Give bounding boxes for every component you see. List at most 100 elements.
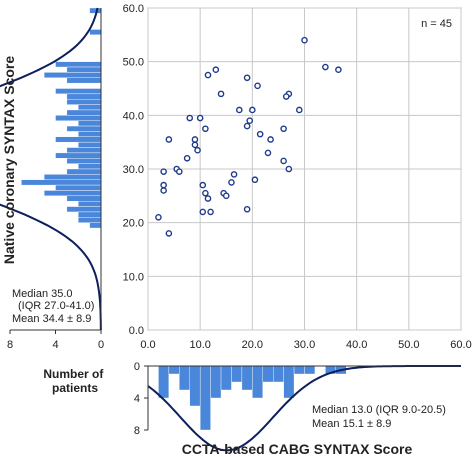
scatter-x-ticks: 0.0 10.0 20.0 30.0 40.0 50.0 60.0: [140, 339, 471, 351]
scatter-x-tick-label: 30.0: [294, 339, 315, 351]
left-histogram-bar: [89, 222, 102, 229]
left-histogram-bar: [89, 7, 102, 14]
bottom-histogram-bar: [189, 365, 201, 407]
left-histogram-tick-label: 4: [52, 339, 58, 351]
scatter-point: [165, 136, 173, 143]
bottom-histogram-bar: [304, 365, 316, 375]
scatter-x-tick-label: 20.0: [242, 339, 263, 351]
scatter-x-tick-label: 10.0: [189, 339, 210, 351]
left-histogram-bar: [89, 29, 102, 36]
bottom-histogram: 0 4 8 Median 13.0 (IQR 9.0-20.5) Mean 15.1…: [134, 361, 461, 452]
left-histogram-bar: [66, 109, 102, 116]
scatter-point: [228, 179, 235, 186]
left-histogram-bar: [78, 141, 102, 148]
left-histogram-bars: [21, 7, 102, 229]
left-histogram-bar: [78, 217, 102, 223]
left-histogram-bar: [78, 104, 102, 111]
bottom-mean-label: Mean 15.1 ± 8.9: [312, 418, 391, 430]
scatter-point: [243, 122, 251, 130]
left-histogram-bar: [55, 115, 102, 121]
scatter-point: [285, 165, 293, 173]
bottom-histogram-tick-label: 4: [134, 393, 140, 405]
left-histogram-bar: [43, 174, 102, 180]
scatter-point: [160, 168, 167, 175]
bottom-median-label: Median 13.0 (IQR 9.0-20.5): [312, 404, 446, 416]
scatter-point: [267, 136, 274, 143]
left-median-label: Median 35.0: [12, 288, 73, 300]
bottom-histogram-tick-label: 8: [134, 425, 140, 437]
scatter-point: [191, 136, 199, 143]
bottom-histogram-y-ticks: 0 4 8: [134, 361, 148, 437]
left-histogram-bar: [66, 93, 102, 100]
bottom-histogram-bar: [273, 365, 284, 383]
left-histogram-bar: [66, 168, 102, 175]
scatter-y-tick-label: 0.0: [129, 325, 144, 337]
count-axis-title: Number of patients: [43, 367, 106, 395]
left-histogram-tick-label: 0: [98, 339, 104, 351]
left-histogram-bar: [21, 179, 102, 186]
scatter-point: [160, 181, 167, 189]
scatter-point: [186, 114, 194, 122]
scatter-point: [204, 71, 212, 79]
left-histogram-bar: [55, 61, 102, 68]
scatter-y-tick-label: 60.0: [123, 3, 144, 15]
left-normal-curve: [0, 7, 102, 331]
scatter-point: [199, 181, 207, 189]
scatter-point: [230, 171, 238, 178]
scatter-point: [282, 93, 290, 100]
scatter-point: [204, 195, 212, 202]
left-histogram-bar: [78, 200, 102, 207]
scatter-point: [246, 117, 254, 124]
bottom-histogram-bar: [252, 365, 263, 399]
count-axis-title-line-2: patients: [52, 381, 98, 395]
scatter-y-ticks: 0.0 10.0 20.0 30.0 40.0 50.0 60.0: [123, 3, 144, 337]
left-histogram-tick-label: 8: [7, 339, 13, 351]
bottom-histogram-bar: [179, 365, 190, 391]
scatter-point: [222, 192, 230, 200]
left-histogram-bar: [66, 147, 102, 154]
left-histogram-bar: [55, 136, 102, 143]
left-mean-label: Mean 34.4 ± 8.9: [12, 313, 91, 325]
left-histogram-bar: [78, 131, 102, 138]
scatter-point: [243, 74, 251, 82]
left-histogram-bar: [66, 195, 102, 202]
scatter-y-tick-label: 10.0: [123, 271, 144, 283]
left-histogram-bar: [78, 163, 102, 170]
bottom-histogram-bar: [199, 365, 211, 431]
scatter-point: [235, 106, 243, 114]
scatter-point: [175, 168, 183, 175]
bottom-histogram-bar: [262, 365, 274, 383]
y-axis-title: Native coronary SYNTAX Score: [1, 56, 17, 264]
scatter-point: [212, 66, 220, 74]
bottom-histogram-bar: [220, 365, 232, 391]
scatter-point: [335, 66, 342, 74]
scatter-point: [202, 189, 209, 197]
bottom-histogram-bar: [293, 365, 305, 375]
sample-size-label: n = 45: [421, 18, 452, 30]
scatter-x-tick-label: 60.0: [450, 339, 471, 351]
scatter-point: [160, 187, 167, 194]
scatter-point: [196, 114, 204, 122]
scatter-point: [322, 63, 329, 71]
bottom-histogram-tick-label: 0: [134, 361, 140, 373]
left-histogram-bar: [55, 184, 102, 191]
left-histogram-bar: [43, 190, 102, 197]
scatter-point: [251, 176, 259, 184]
scatter-y-tick-label: 50.0: [123, 57, 144, 69]
scatter-point: [249, 106, 256, 114]
scatter-point: [194, 146, 201, 154]
scatter-point: [280, 125, 287, 133]
left-histogram-bar: [66, 99, 102, 105]
scatter-point: [199, 208, 207, 216]
scatter-point: [191, 141, 199, 149]
scatter-y-tick-label: 40.0: [123, 110, 144, 122]
left-histogram: 8 4 0 Median 35.0 (IQR 27.0-41.0) Mean 34.…: [0, 7, 104, 351]
scatter-point: [207, 208, 214, 216]
scatter-y-tick-label: 30.0: [123, 164, 144, 176]
left-histogram-bar: [78, 120, 102, 127]
scatter-x-tick-label: 0.0: [140, 339, 155, 351]
scatter-point: [295, 106, 303, 114]
bottom-histogram-bar: [210, 365, 222, 399]
scatter-points: [155, 36, 342, 237]
scatter-point: [256, 130, 264, 138]
